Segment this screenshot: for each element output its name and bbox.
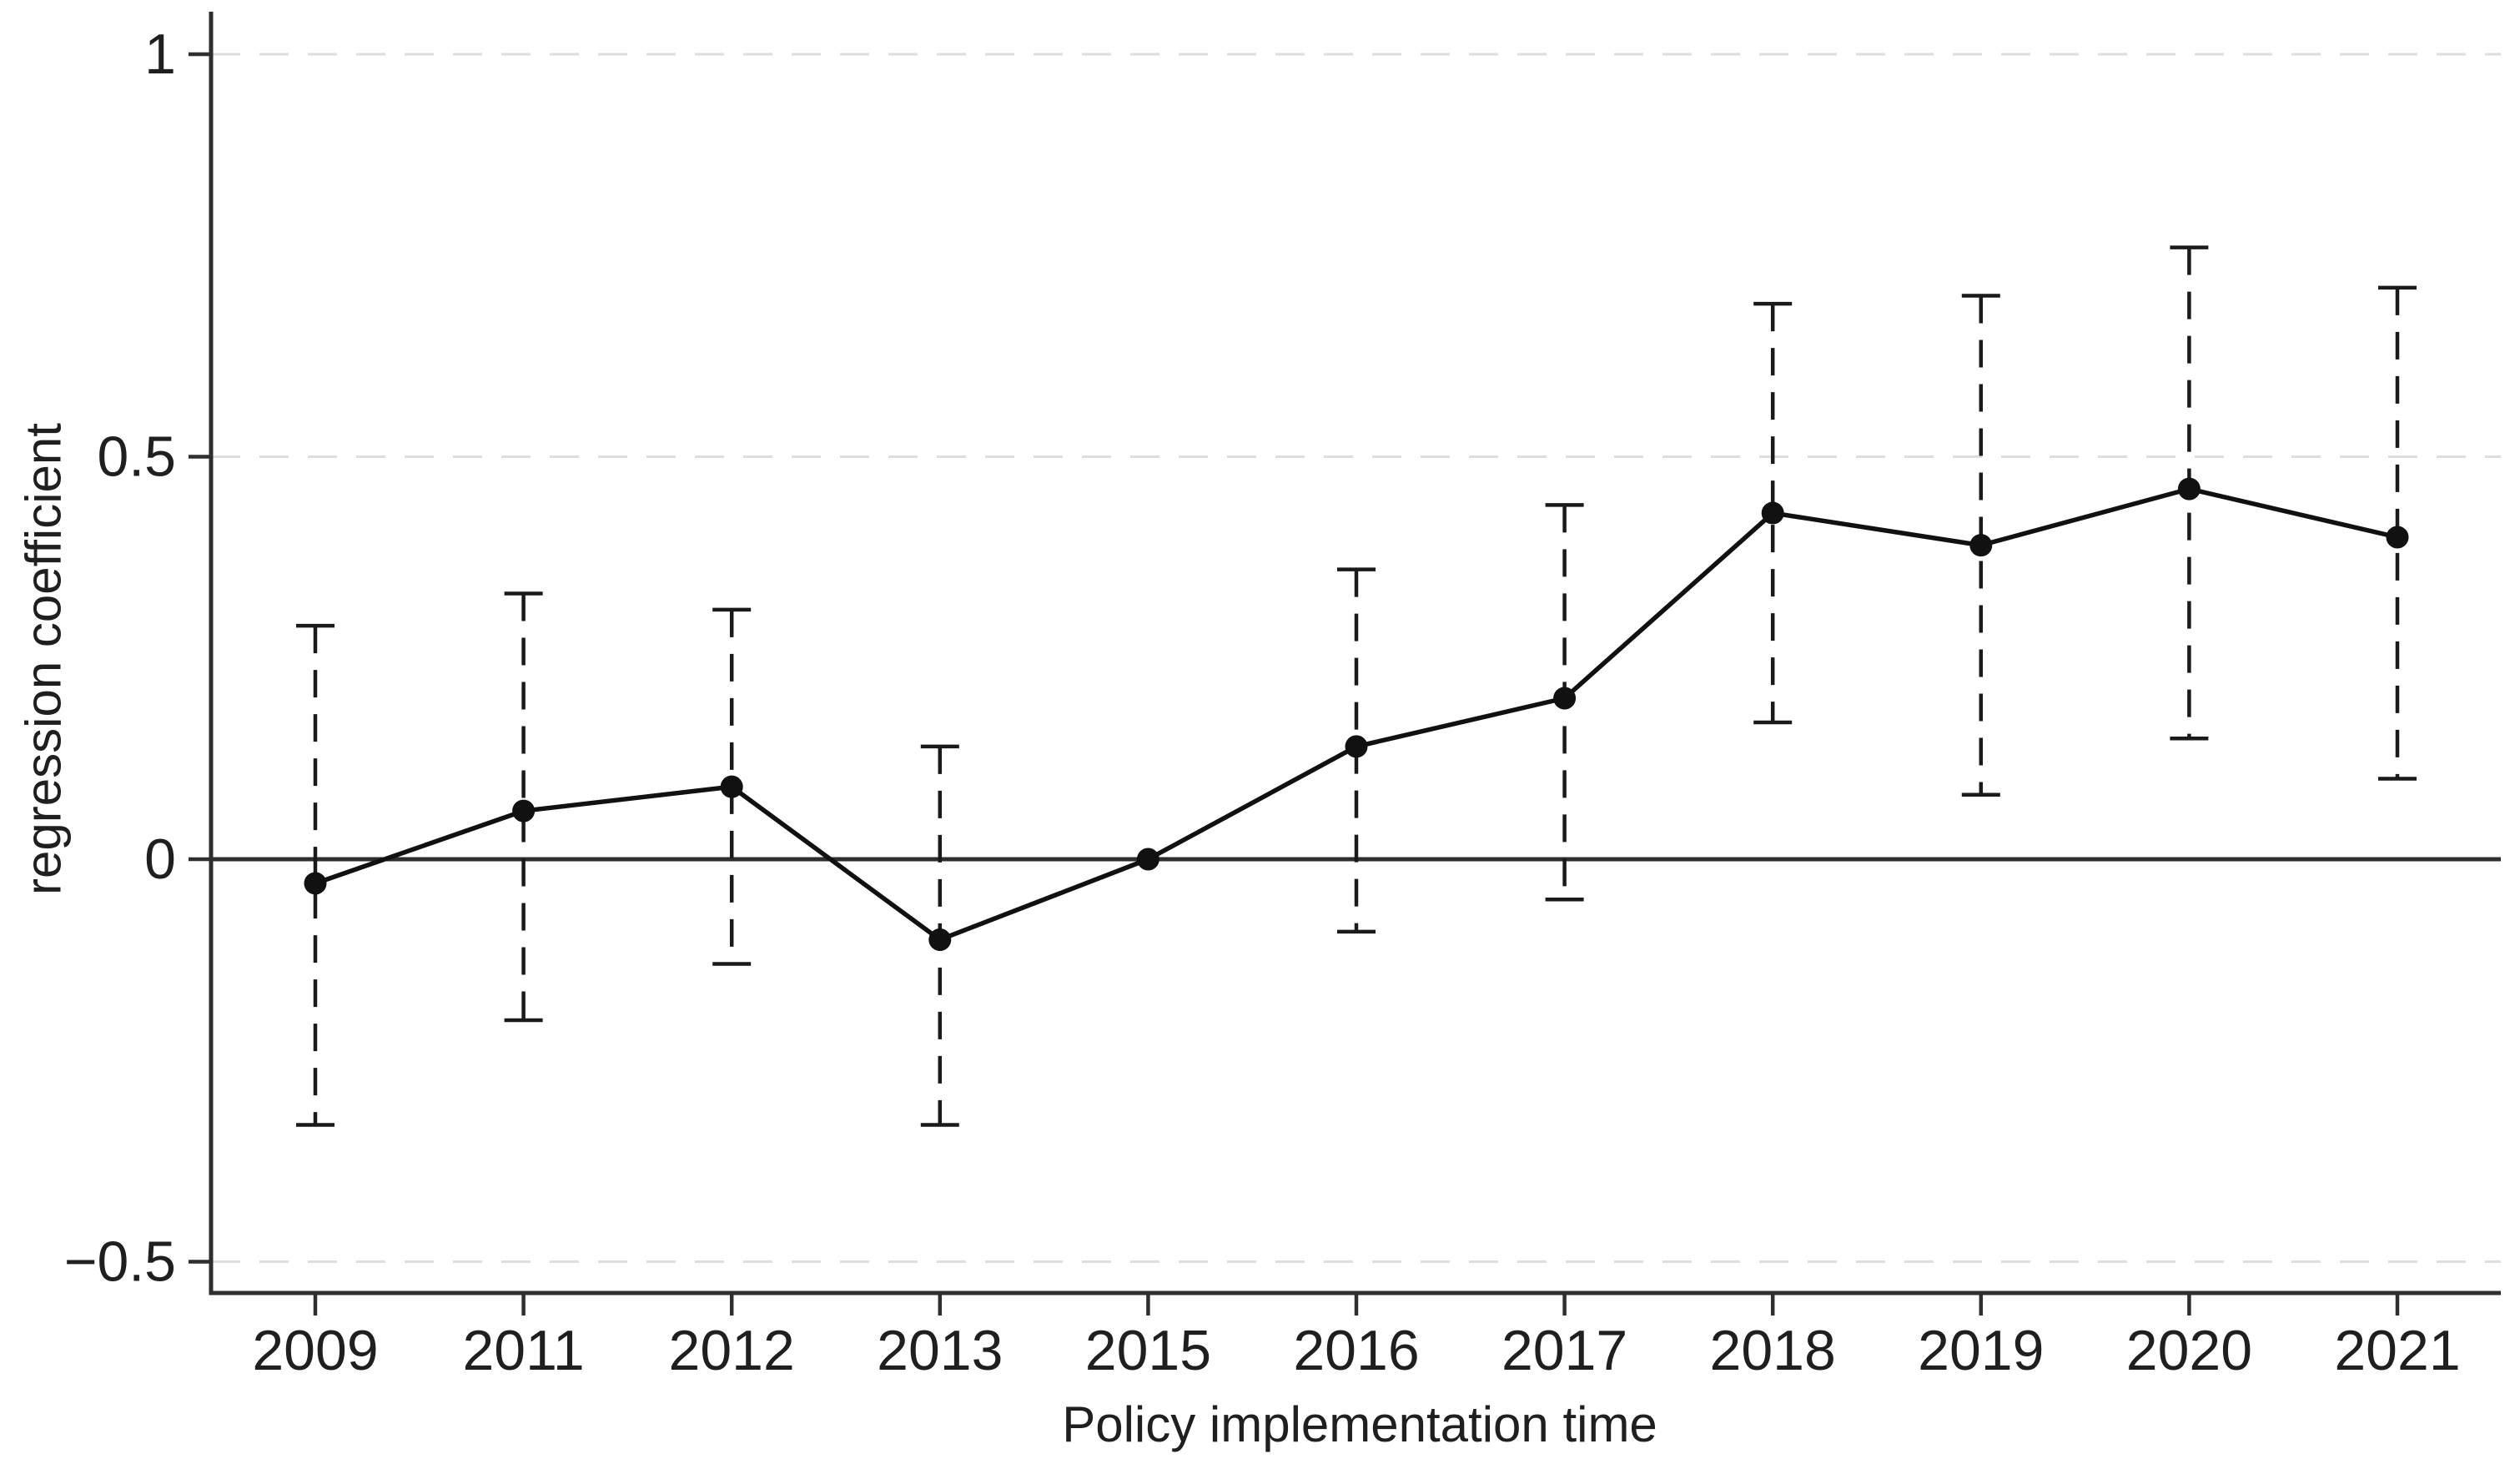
x-tick-label-2012: 2012: [669, 1319, 795, 1382]
data-point-2009: [304, 872, 327, 895]
y-tick-label: −0.5: [64, 1230, 176, 1294]
data-point-2015: [1136, 848, 1159, 871]
x-axis-title: Policy implementation time: [1062, 1396, 1657, 1452]
x-tick-label-2015: 2015: [1085, 1319, 1211, 1382]
data-point-2012: [720, 775, 743, 798]
data-point-2011: [512, 799, 536, 823]
plot-area: −0.5 0 0.5 1 2009 2011 2012 2013 2015 2016 2017 201…: [64, 12, 2501, 1382]
x-tick-label-2018: 2018: [1710, 1319, 1836, 1382]
x-tick-label-2013: 2013: [877, 1319, 1003, 1382]
y-tick-label: 0: [144, 828, 176, 891]
x-tick-label-2021: 2021: [2334, 1319, 2460, 1382]
y-tick-label: 1: [144, 23, 176, 86]
x-tick-label-2009: 2009: [252, 1319, 378, 1382]
data-point-2016: [1345, 735, 1368, 758]
y-axis-title: regression coefficient: [16, 423, 72, 895]
data-point-2021: [2386, 526, 2409, 549]
data-point-2013: [928, 928, 952, 951]
x-tick-label-2020: 2020: [2126, 1319, 2252, 1382]
data-point-2020: [2177, 477, 2201, 501]
x-tick-label-2019: 2019: [1918, 1319, 2044, 1382]
x-tick-label-2017: 2017: [1501, 1319, 1627, 1382]
x-tick-label-2011: 2011: [462, 1319, 584, 1382]
data-point-2018: [1761, 501, 1784, 525]
x-tick-label-2016: 2016: [1293, 1319, 1419, 1382]
data-point-2019: [1969, 534, 1993, 557]
y-tick-label: 0.5: [97, 425, 176, 489]
data-point-2017: [1553, 687, 1577, 710]
